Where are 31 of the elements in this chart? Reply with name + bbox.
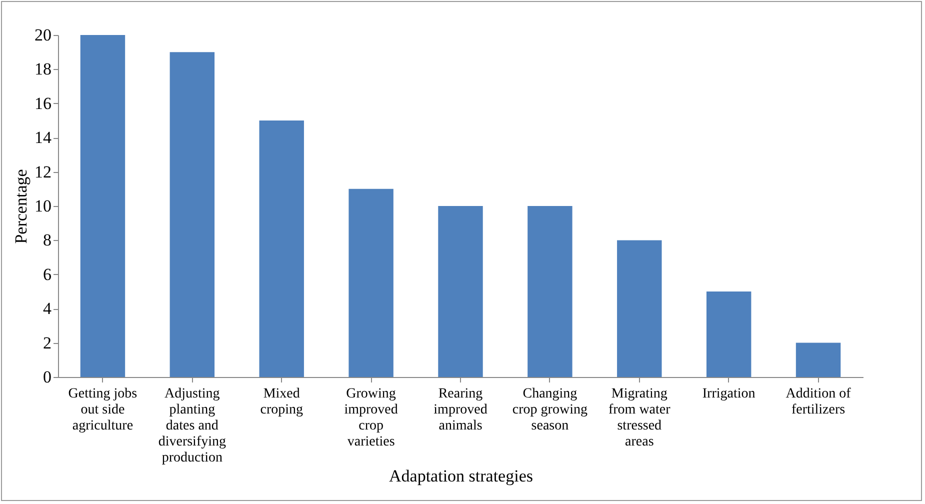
y-tick-label: 16 xyxy=(34,94,52,113)
x-tick-label: Migrating from water stressed areas xyxy=(608,386,671,450)
y-tick-label: 2 xyxy=(43,333,52,352)
x-tick-label: Irrigation xyxy=(702,386,756,402)
y-tick-label: 8 xyxy=(43,230,52,250)
x-tick-label: Growing improved crop varieties xyxy=(344,386,398,450)
x-tick-label: Adjusting planting dates and diversifying production xyxy=(158,386,226,466)
bar xyxy=(259,120,304,377)
y-tick-label: 10 xyxy=(34,196,52,216)
y-tick-label: 12 xyxy=(34,162,52,182)
x-tick-label: Getting jobs out side agriculture xyxy=(68,386,138,434)
y-axis-title: Percentage xyxy=(12,169,30,244)
bar xyxy=(170,52,215,377)
y-tick-label: 20 xyxy=(34,26,52,44)
bar xyxy=(706,292,752,377)
x-tick-label: Changing crop growing season xyxy=(512,386,588,434)
bar xyxy=(796,342,841,377)
x-tick-label: Addition of fertilizers xyxy=(786,386,852,418)
bar xyxy=(617,240,662,377)
bar xyxy=(80,35,126,377)
y-tick-label: 18 xyxy=(34,60,52,79)
bar xyxy=(438,206,483,377)
x-axis-title: Adaptation strategies xyxy=(389,466,533,486)
y-tick-label: 0 xyxy=(43,368,52,386)
y-tick-label: 4 xyxy=(43,299,52,318)
y-tick-label: 6 xyxy=(43,264,52,284)
x-tick-label: Mixed croping xyxy=(260,386,303,418)
bar xyxy=(528,206,572,377)
bar xyxy=(348,188,394,377)
x-tick-label: Rearing improved animals xyxy=(434,386,488,434)
y-tick-label: 14 xyxy=(34,128,52,148)
